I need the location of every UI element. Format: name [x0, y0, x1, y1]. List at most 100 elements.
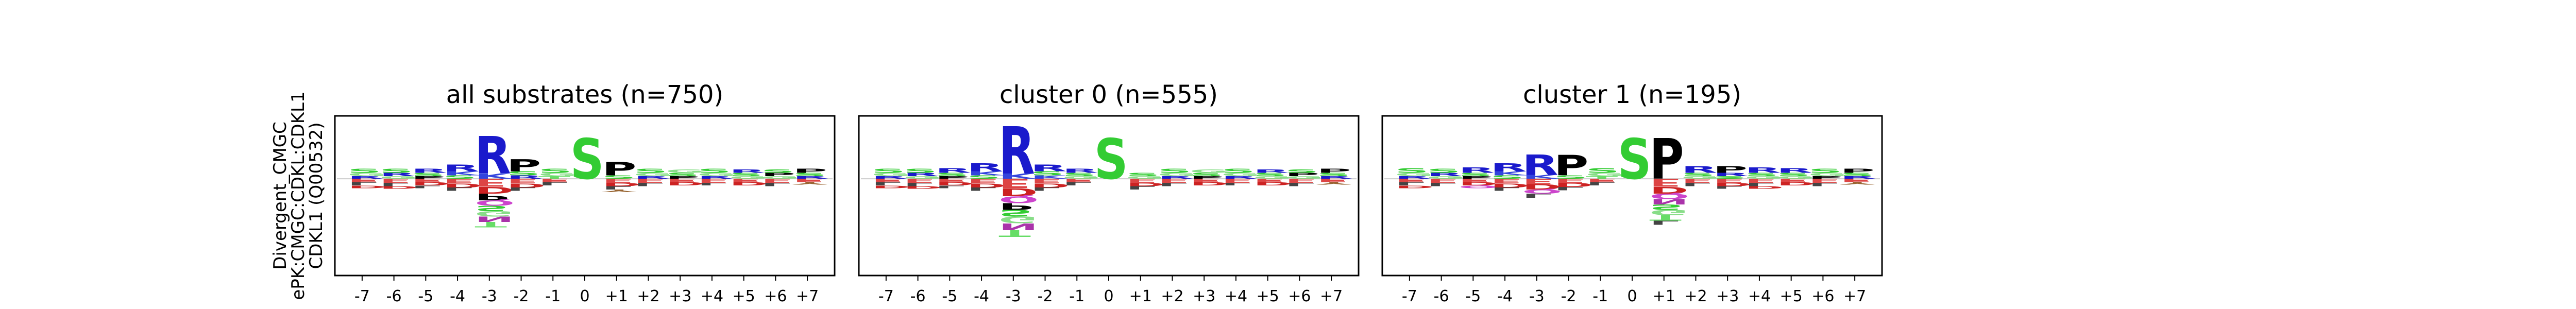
- logo-letter: T: [538, 176, 570, 180]
- logo-letter: D: [1459, 181, 1498, 186]
- logo-letter: L: [935, 185, 965, 189]
- logo-letter: T: [998, 228, 1030, 239]
- logo-panel: cluster 0 (n=555)RGSELD-7GRSELD-6PSREDL-…: [858, 80, 1360, 305]
- logo-letter: S: [1554, 175, 1588, 180]
- x-tick-label: +7: [1320, 287, 1343, 305]
- logo-letter: S: [1649, 203, 1683, 212]
- logo-letter: S: [1126, 172, 1160, 177]
- logo-letter: G: [1427, 176, 1465, 180]
- logo-letter: R: [1459, 166, 1495, 175]
- logo-column: S0: [1618, 127, 1652, 305]
- logo-letter: R: [935, 167, 972, 175]
- logo-letter: D: [411, 181, 450, 186]
- logo-letter: L: [506, 186, 536, 192]
- logo-letter: E: [1317, 178, 1349, 183]
- logo-letter: S: [871, 167, 905, 174]
- logo-letter: L: [1126, 185, 1156, 190]
- logo-letter: S: [347, 167, 381, 174]
- x-tick-label: -6: [910, 287, 926, 305]
- logo-letter: E: [1808, 178, 1841, 184]
- logo-letter: Q: [998, 194, 1039, 205]
- logo-letter: S: [998, 208, 1032, 218]
- logo-letter: S: [1427, 167, 1461, 174]
- logo-letter: P: [1840, 167, 1875, 174]
- logo-letter: R: [1776, 167, 1813, 175]
- logo-letter: E: [1395, 178, 1427, 183]
- logo-letter: E: [1554, 178, 1586, 184]
- logo-letter: L: [1490, 186, 1520, 192]
- x-tick-label: -5: [418, 287, 433, 305]
- logo-letter: D: [1190, 181, 1229, 186]
- logo-letter: D: [998, 185, 1038, 198]
- logo-letter: S: [698, 167, 732, 174]
- logo-letter: P: [1808, 176, 1843, 180]
- logo-letter: D: [1395, 185, 1434, 189]
- x-tick-label: -1: [1592, 287, 1608, 305]
- logo-letter: S: [506, 170, 540, 177]
- logo-letter: G: [903, 176, 942, 180]
- logo-letter: R: [379, 172, 416, 177]
- logo-letter: L: [1285, 182, 1315, 187]
- x-tick-label: +4: [1225, 287, 1247, 305]
- logo-letter: L: [1713, 185, 1743, 190]
- logo-column: S0: [1094, 127, 1128, 305]
- logo-letter: L: [538, 181, 568, 186]
- logo-letter: E: [1222, 178, 1254, 184]
- logo-letter: P: [761, 172, 795, 177]
- logo-letter: S: [411, 172, 445, 177]
- logo-letter: R: [1253, 168, 1290, 174]
- logo-letter: R: [347, 176, 384, 180]
- logo-letter: Q: [474, 199, 515, 208]
- logo-letter: R: [1745, 166, 1782, 175]
- logo-letter: E: [967, 177, 999, 185]
- logo-letter: D: [1745, 185, 1784, 190]
- logo-letter: E: [1459, 178, 1491, 183]
- x-tick-label: -3: [1529, 287, 1545, 305]
- logo-letter: G: [1062, 176, 1101, 180]
- logo-letter: L: [1586, 181, 1616, 186]
- logo-letter: S: [443, 175, 477, 180]
- logo-letter: E: [602, 178, 634, 184]
- logo-letter: S: [1190, 172, 1224, 177]
- logo-letter: G: [1681, 176, 1720, 180]
- x-tick-label: +5: [733, 287, 755, 305]
- x-tick-label: +3: [1193, 287, 1215, 305]
- logo-letter: G: [1776, 176, 1815, 180]
- logo-panel: all substrates (n=750)RGSELD-7GRSELD-6PS…: [334, 80, 836, 305]
- logo-letter: N: [474, 215, 514, 224]
- logo-column: S0: [570, 127, 604, 305]
- logo-letter: K: [443, 170, 481, 177]
- logo-letter: E: [698, 178, 730, 184]
- logo-letter: E: [634, 178, 666, 184]
- logo-letter: E: [1285, 178, 1317, 184]
- logo-letter: R: [967, 161, 1004, 174]
- logo-letter: K: [1490, 170, 1529, 177]
- logo-letter: L: [411, 185, 441, 189]
- logo-letter: L: [379, 182, 409, 187]
- logo-letter: P: [1285, 172, 1319, 177]
- x-tick-label: -5: [1465, 287, 1481, 305]
- x-tick-label: +2: [1684, 287, 1707, 305]
- x-tick-label: +6: [764, 287, 787, 305]
- logo-letter: L: [634, 182, 664, 187]
- logo-letter: D: [506, 182, 546, 189]
- logo-letter: K: [1030, 175, 1069, 180]
- logo-letter: L: [1681, 182, 1711, 187]
- logo-letter: R: [1522, 149, 1558, 181]
- logo-letter: E: [1427, 178, 1459, 184]
- logo-letter: L: [1427, 182, 1456, 187]
